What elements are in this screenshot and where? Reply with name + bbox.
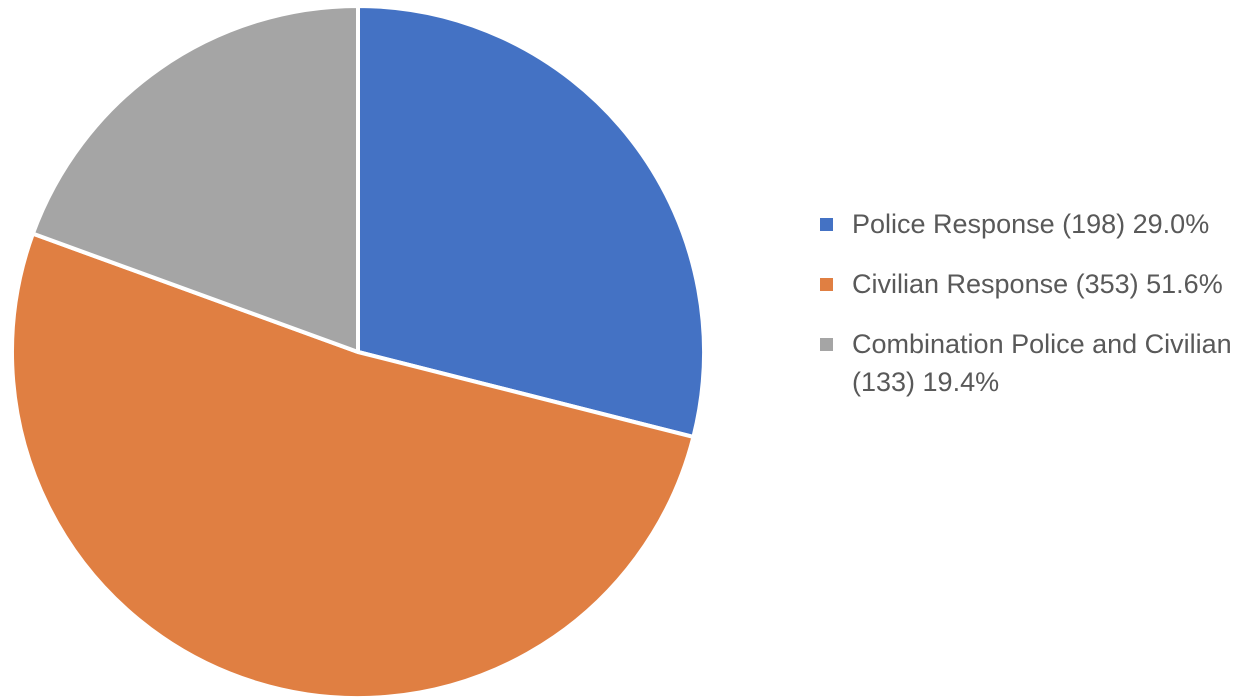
legend-label-combination: Combination Police and Civilian (133) 19… <box>852 329 1232 397</box>
chart-legend: Police Response (198) 29.0% Civilian Res… <box>820 205 1252 423</box>
legend-item-combination: Combination Police and Civilian (133) 19… <box>820 325 1252 401</box>
legend-item-police-response: Police Response (198) 29.0% <box>820 205 1252 243</box>
legend-swatch-combination <box>820 338 833 351</box>
legend-label-civilian-response: Civilian Response (353) 51.6% <box>852 269 1223 299</box>
pie-chart-svg <box>9 4 706 698</box>
pie-slice-combination <box>30 4 360 354</box>
legend-label-police-response: Police Response (198) 29.0% <box>852 209 1210 239</box>
pie-slice-police-response <box>356 4 706 439</box>
legend-swatch-police-response <box>820 218 833 231</box>
legend-swatch-civilian-response <box>820 278 833 291</box>
pie-slice-civilian-response <box>9 231 696 698</box>
pie-chart <box>9 4 706 698</box>
legend-item-civilian-response: Civilian Response (353) 51.6% <box>820 265 1252 303</box>
